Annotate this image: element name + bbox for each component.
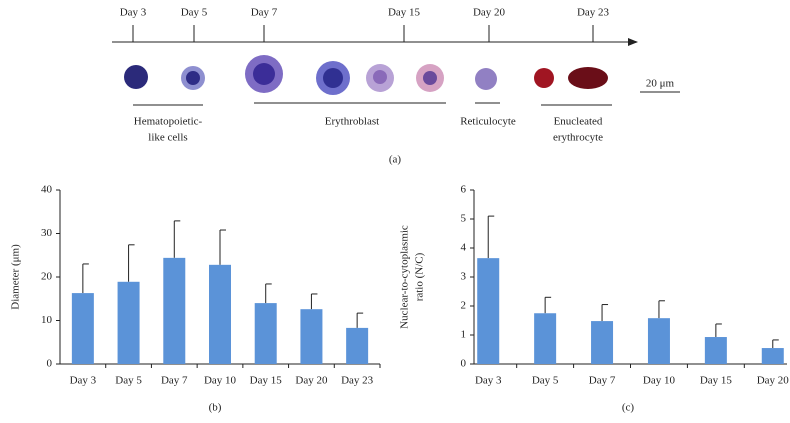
x-tick-label: Day 3	[70, 375, 97, 387]
bar	[761, 348, 784, 364]
cell	[423, 71, 437, 85]
y-tick-label: 1	[461, 329, 467, 341]
day-label: Day 7	[251, 7, 278, 19]
x-tick-label: Day 20	[757, 375, 790, 387]
bar	[647, 318, 670, 364]
x-tick-label: Day 15	[250, 375, 283, 387]
day-label: Day 20	[473, 7, 506, 19]
cell	[373, 70, 387, 84]
x-tick-label: Day 15	[700, 375, 733, 387]
cell	[253, 63, 275, 85]
x-tick-label: Day 7	[589, 375, 616, 387]
cell	[568, 67, 608, 89]
x-tick-label: Day 20	[295, 375, 328, 387]
day-label: Day 15	[388, 7, 421, 19]
group-label: Hematopoietic-	[134, 116, 203, 128]
y-tick-label: 0	[461, 358, 467, 370]
day-label: Day 3	[120, 7, 147, 19]
group-label: erythrocyte	[553, 132, 603, 144]
cell	[323, 68, 343, 88]
bar	[300, 309, 323, 364]
bar	[117, 281, 140, 364]
bar	[163, 257, 186, 364]
y-tick-label: 2	[461, 300, 467, 312]
caption: (c)	[622, 402, 635, 414]
cell	[475, 68, 497, 90]
y-tick-label: 0	[47, 358, 53, 370]
cell	[534, 68, 554, 88]
caption: (a)	[389, 154, 402, 166]
x-tick-label: Day 5	[115, 375, 142, 387]
x-tick-label: Day 3	[475, 375, 502, 387]
group-label: Erythroblast	[325, 116, 379, 128]
y-tick-label: 40	[41, 184, 53, 196]
day-label: Day 5	[181, 7, 208, 19]
x-tick-label: Day 10	[204, 375, 237, 387]
y-axis-label: Diameter (μm)	[10, 244, 22, 310]
caption: (b)	[209, 402, 222, 414]
y-tick-label: 4	[461, 242, 467, 254]
bar	[71, 293, 94, 364]
group-label: Enucleated	[554, 116, 603, 128]
x-tick-label: Day 7	[161, 375, 188, 387]
cell	[124, 65, 148, 89]
x-tick-label: Day 23	[341, 375, 374, 387]
x-tick-label: Day 10	[643, 375, 676, 387]
group-label: Reticulocyte	[460, 116, 516, 128]
bar	[704, 337, 727, 364]
y-axis-label: Nuclear-to-cytoplasmic	[399, 225, 411, 329]
bar	[346, 327, 369, 364]
x-tick-label: Day 5	[532, 375, 559, 387]
y-tick-label: 20	[41, 271, 53, 283]
cell-images	[124, 55, 608, 95]
y-tick-label: 10	[41, 314, 53, 326]
y-tick-label: 6	[461, 184, 467, 196]
day-label: Day 23	[577, 7, 610, 19]
cell	[186, 71, 200, 85]
bar	[209, 264, 231, 364]
group-label: like cells	[148, 132, 187, 144]
y-tick-label: 30	[41, 227, 53, 239]
bar	[477, 258, 500, 364]
bar	[534, 313, 557, 364]
bar	[254, 303, 277, 364]
y-axis-label: ratio (N/C)	[414, 252, 426, 301]
timeline-arrow	[628, 38, 638, 46]
bar	[591, 321, 614, 364]
y-tick-label: 3	[461, 271, 467, 283]
y-tick-label: 5	[461, 213, 467, 225]
scale-label: 20 μm	[646, 78, 675, 90]
